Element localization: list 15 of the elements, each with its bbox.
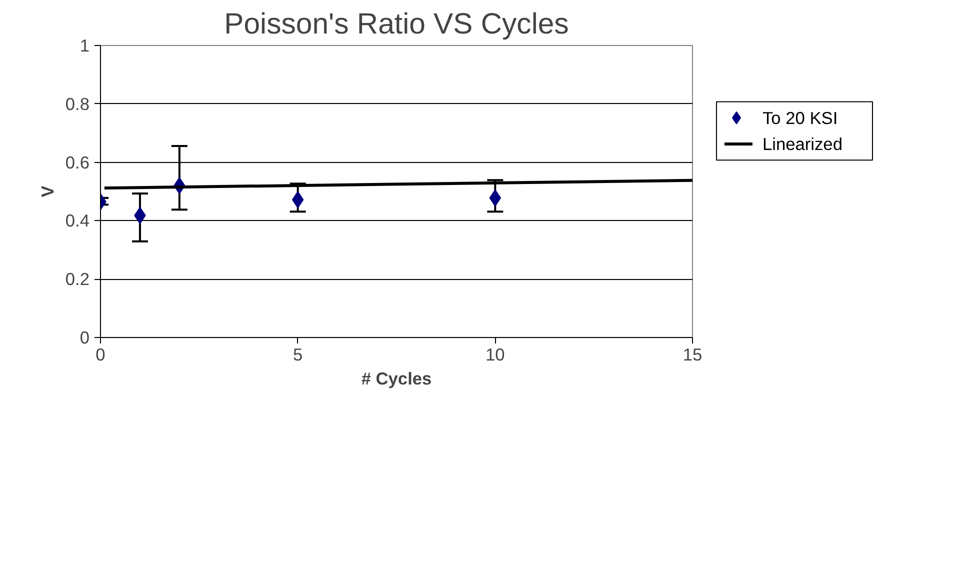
x-tick-label: 10: [486, 344, 505, 364]
y-axis-title: V: [37, 185, 58, 198]
chart-title: Poisson's Ratio VS Cycles: [224, 8, 569, 40]
y-tick-label: 1: [80, 36, 90, 56]
y-tick-label: 0.4: [65, 210, 90, 231]
x-tick-label: 15: [682, 344, 702, 364]
y-tick-label: 0.8: [65, 94, 90, 114]
x-tick-label: 5: [293, 344, 303, 364]
legend-label: Linearized: [762, 134, 842, 154]
y-tick-label: 0.2: [65, 269, 90, 290]
x-tick-label: 0: [96, 344, 106, 364]
legend-label: To 20 KSI: [762, 108, 838, 128]
y-tick-label: 0.6: [65, 152, 90, 172]
x-axis-title: # Cycles: [361, 368, 432, 388]
y-tick-label: 0: [80, 328, 90, 348]
